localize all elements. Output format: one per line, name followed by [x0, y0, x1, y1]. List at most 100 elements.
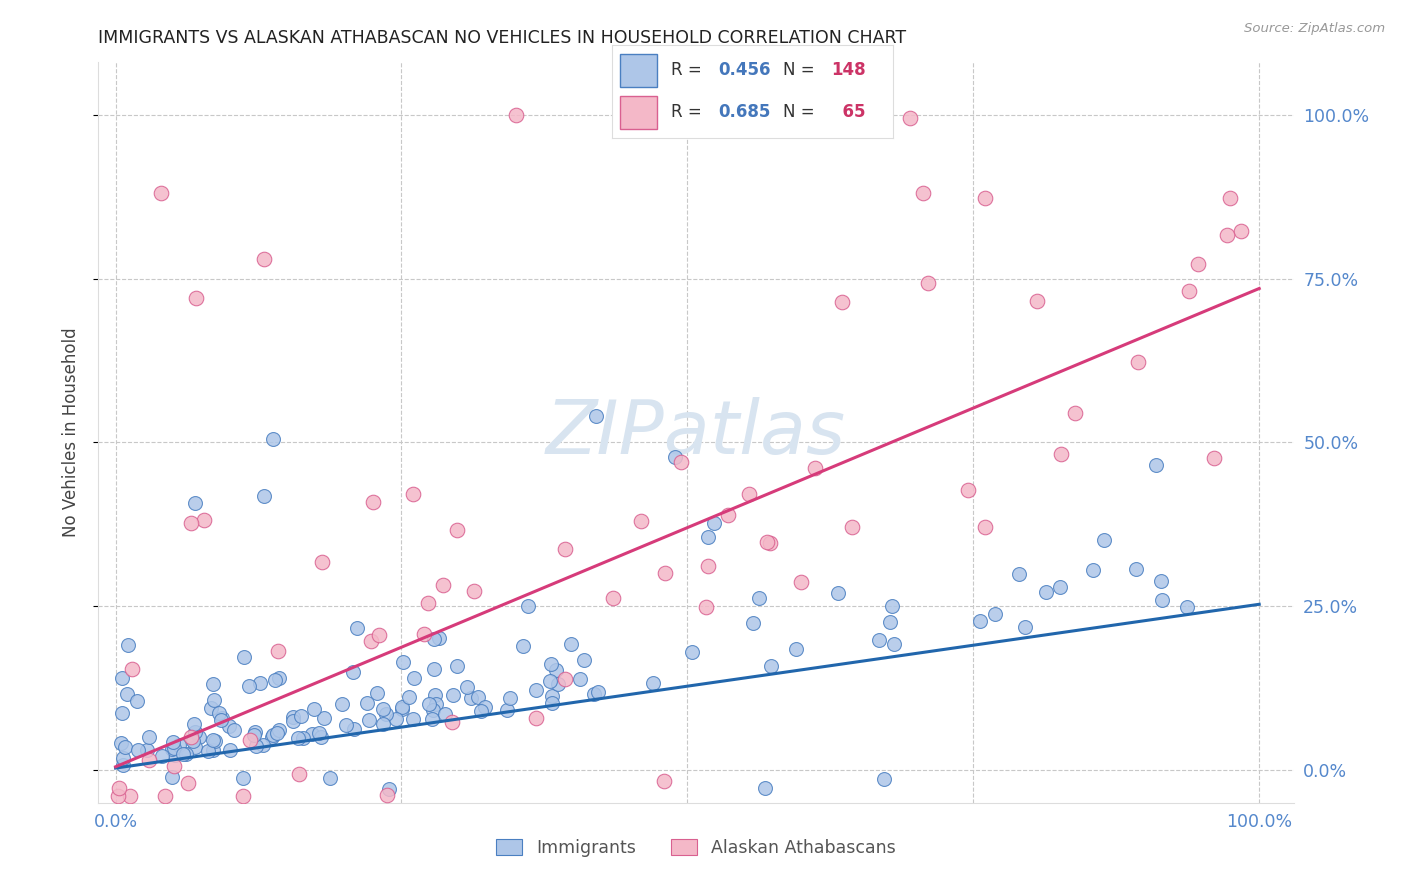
- Point: [311, 556, 333, 570]
- Point: [163, 741, 186, 756]
- Point: [202, 677, 225, 691]
- Point: [1229, 224, 1251, 238]
- Point: [117, 638, 139, 652]
- Point: [330, 697, 353, 711]
- Text: IMMIGRANTS VS ALASKAN ATHABASCAN NO VEHICLES IN HOUSEHOLD CORRELATION CHART: IMMIGRANTS VS ALASKAN ATHABASCAN NO VEHI…: [98, 29, 907, 47]
- Text: ZIPatlas: ZIPatlas: [546, 397, 846, 468]
- Point: [208, 706, 231, 720]
- Point: [169, 739, 191, 753]
- Point: [342, 665, 364, 679]
- Point: [1215, 228, 1237, 243]
- Point: [138, 753, 160, 767]
- Point: [547, 676, 569, 690]
- Point: [115, 687, 138, 701]
- Point: [664, 450, 686, 464]
- Point: [831, 294, 853, 309]
- Point: [496, 703, 519, 717]
- Point: [401, 712, 423, 726]
- Point: [827, 586, 849, 600]
- Point: [717, 508, 740, 522]
- Point: [754, 780, 776, 795]
- Bar: [620, 54, 657, 87]
- Text: R =: R =: [671, 61, 707, 78]
- Point: [262, 432, 284, 446]
- Point: [202, 742, 225, 756]
- Point: [233, 650, 256, 665]
- Point: [377, 781, 399, 796]
- Point: [440, 714, 463, 729]
- Point: [288, 766, 311, 780]
- Point: [356, 696, 378, 710]
- Point: [1050, 447, 1073, 461]
- Point: [204, 733, 226, 747]
- Point: [512, 639, 534, 653]
- Point: [427, 632, 450, 646]
- Point: [412, 627, 434, 641]
- Point: [304, 701, 326, 715]
- Point: [335, 717, 357, 731]
- Point: [200, 701, 222, 715]
- Point: [267, 644, 290, 658]
- Point: [582, 688, 605, 702]
- Point: [681, 645, 703, 659]
- Point: [281, 710, 304, 724]
- Point: [441, 689, 464, 703]
- Point: [239, 732, 262, 747]
- Point: [125, 694, 148, 708]
- Point: [368, 627, 391, 641]
- Point: [917, 276, 939, 290]
- Point: [202, 693, 225, 707]
- Point: [162, 735, 184, 749]
- Point: [696, 531, 718, 545]
- Point: [524, 711, 547, 725]
- Point: [474, 699, 496, 714]
- Text: N =: N =: [783, 61, 820, 78]
- Point: [193, 513, 215, 527]
- Point: [748, 591, 770, 605]
- Point: [879, 615, 901, 629]
- Point: [423, 662, 446, 676]
- Point: [262, 728, 284, 742]
- Point: [984, 607, 1007, 621]
- Point: [574, 653, 596, 667]
- Text: 0.685: 0.685: [718, 103, 770, 121]
- Point: [422, 703, 444, 717]
- Point: [160, 770, 183, 784]
- Point: [1175, 599, 1198, 614]
- Y-axis label: No Vehicles in Household: No Vehicles in Household: [62, 327, 80, 538]
- Point: [505, 108, 527, 122]
- Point: [162, 741, 184, 756]
- Point: [1025, 294, 1047, 309]
- Point: [184, 725, 207, 739]
- Point: [1144, 458, 1167, 473]
- Point: [252, 738, 274, 752]
- Point: [107, 789, 129, 804]
- Text: R =: R =: [671, 103, 707, 121]
- Point: [470, 704, 492, 718]
- Point: [121, 661, 143, 675]
- Point: [127, 743, 149, 757]
- Point: [446, 658, 468, 673]
- Point: [111, 751, 134, 765]
- Point: [1008, 567, 1031, 582]
- Point: [586, 685, 609, 699]
- Point: [585, 409, 607, 423]
- Point: [110, 736, 132, 750]
- Point: [456, 681, 478, 695]
- Point: [232, 789, 254, 804]
- Point: [1081, 563, 1104, 577]
- Point: [1126, 354, 1149, 368]
- Point: [873, 772, 896, 787]
- Point: [695, 599, 717, 614]
- Point: [785, 642, 807, 657]
- Point: [243, 725, 266, 739]
- Point: [262, 731, 284, 745]
- Point: [138, 730, 160, 744]
- Point: [218, 742, 240, 756]
- Point: [499, 690, 522, 705]
- Point: [1035, 584, 1057, 599]
- Point: [222, 723, 245, 738]
- Point: [374, 706, 396, 721]
- Point: [232, 772, 254, 786]
- Point: [371, 716, 394, 731]
